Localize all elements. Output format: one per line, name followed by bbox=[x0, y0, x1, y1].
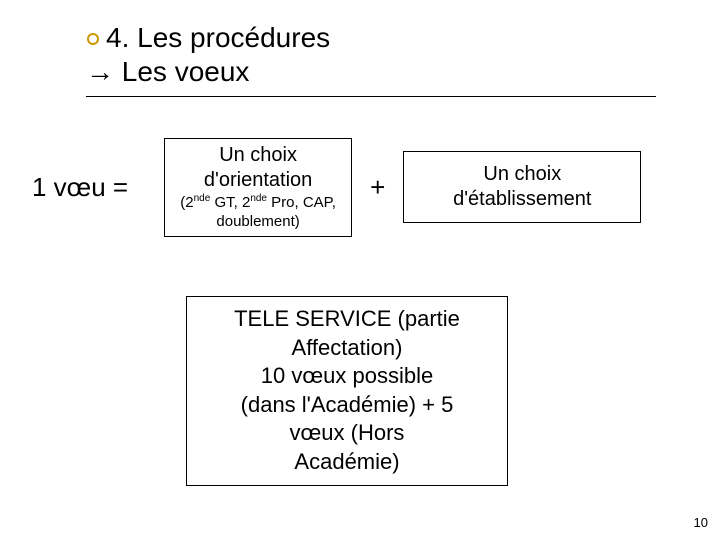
tele-l6: Académie) bbox=[294, 449, 399, 474]
orientation-line2: d'orientation bbox=[204, 169, 312, 191]
tele-l1: TELE SERVICE (partie bbox=[234, 306, 460, 331]
plus-sign: + bbox=[370, 172, 385, 203]
equation-row: 1 vœu = Un choix d'orientation (2nde GT,… bbox=[32, 138, 641, 237]
orientation-sub: (2nde GT, 2nde Pro, CAP, doublement) bbox=[173, 193, 343, 232]
slide: 4. Les procédures → Les voeux 1 vœu = Un… bbox=[0, 0, 720, 540]
etablissement-choice-box: Un choix d'établissement bbox=[403, 151, 641, 223]
horizontal-rule bbox=[86, 96, 656, 97]
tele-l2: Affectation) bbox=[292, 335, 403, 360]
etab-line2: d'établissement bbox=[453, 188, 591, 210]
bullet-ring-icon bbox=[87, 33, 99, 45]
tele-service-box: TELE SERVICE (partie Affectation) 10 vœu… bbox=[186, 296, 508, 486]
tele-l3: 10 vœux possible bbox=[261, 363, 433, 388]
voeu-equals-label: 1 vœu = bbox=[32, 172, 128, 203]
arrow-right-icon: → bbox=[86, 56, 114, 87]
tele-l4: (dans l'Académie) + 5 bbox=[241, 392, 454, 417]
etab-line1: Un choix bbox=[483, 163, 561, 185]
page-number: 10 bbox=[694, 515, 708, 530]
orientation-choice-box: Un choix d'orientation (2nde GT, 2nde Pr… bbox=[164, 138, 352, 237]
slide-subtitle: → Les voeux bbox=[86, 56, 249, 88]
tele-l5: vœux (Hors bbox=[290, 420, 405, 445]
slide-title: 4. Les procédures bbox=[106, 22, 330, 54]
subtitle-text: Les voeux bbox=[114, 56, 249, 87]
orientation-line1: Un choix bbox=[219, 144, 297, 166]
